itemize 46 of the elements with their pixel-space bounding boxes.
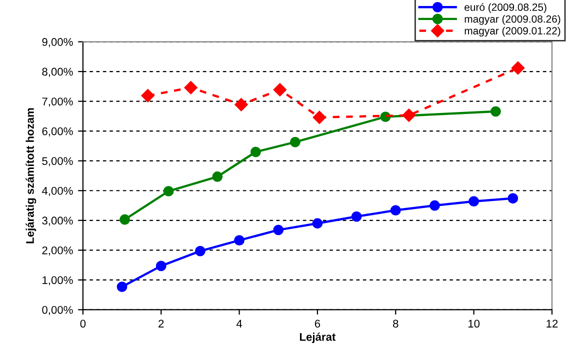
point	[430, 200, 440, 211]
point	[312, 218, 323, 229]
point	[312, 110, 326, 124]
point	[234, 98, 248, 112]
y-tick-label: 9,00%	[42, 38, 73, 48]
y-tick-label: 4,00%	[42, 186, 73, 196]
point	[141, 89, 154, 102]
x-tick-label: 8	[393, 320, 398, 328]
point	[290, 136, 300, 148]
point	[184, 81, 198, 94]
y-tick-label: 6,00%	[42, 127, 73, 137]
point	[156, 260, 166, 272]
point	[402, 108, 416, 122]
y-tick-label: 5,00%	[42, 157, 73, 166]
legend-label: euró (2009.08.25)	[464, 3, 546, 13]
point	[508, 193, 518, 204]
x-tick-label: 2	[158, 320, 164, 328]
point	[511, 61, 525, 75]
y-tick-label: 3,00%	[42, 216, 73, 226]
point	[351, 211, 362, 222]
point	[212, 171, 223, 182]
y-tick-label: 1,00%	[42, 276, 73, 286]
y-tick-label: 2,00%	[42, 246, 73, 256]
point	[120, 214, 130, 225]
point	[468, 196, 480, 207]
point	[390, 205, 401, 216]
x-tick-label: 4	[236, 320, 242, 328]
legend-label: magyar (2009.01.22)	[464, 26, 560, 37]
x-tick-label: 10	[468, 320, 480, 328]
point	[273, 224, 284, 236]
point	[194, 246, 206, 256]
y-axis-title: Lejáratig számított hozam	[26, 108, 36, 244]
point	[163, 186, 174, 196]
point	[234, 235, 244, 246]
x-tick-label: 12	[546, 320, 558, 328]
point	[273, 83, 287, 96]
x-tick-label: 6	[314, 320, 320, 328]
y-tick-label: 8,00%	[42, 68, 73, 77]
legend-label: magyar (2009.08.26)	[464, 15, 560, 25]
point	[116, 282, 128, 292]
y-tick-label: 0,00%	[42, 306, 73, 316]
x-axis-title: Lejárat	[300, 332, 336, 344]
y-tick-label: 7,00%	[42, 98, 73, 107]
x-tick-label: 0	[80, 320, 86, 328]
point	[490, 106, 501, 117]
point	[250, 146, 261, 158]
